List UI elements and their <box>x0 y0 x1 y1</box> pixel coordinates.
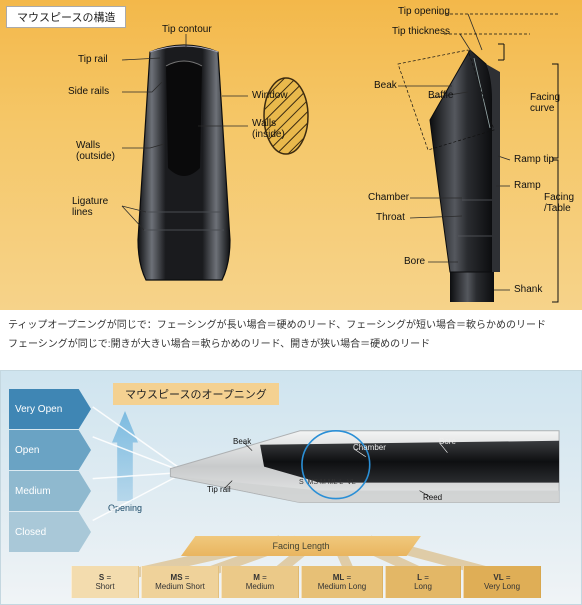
label-window: Window <box>252 90 288 101</box>
p2-label-tip-rail: Tip rail <box>207 485 231 494</box>
facing-box-m: M = Medium <box>221 566 299 598</box>
facing-box-ms: MS = Medium Short <box>141 566 219 598</box>
facing-length-label: Facing Length <box>272 541 329 551</box>
label-side-rails: Side rails <box>68 86 109 97</box>
label-facing-curve: Facing curve <box>530 92 560 114</box>
note-line1: ティップオープニングが同じで：フェーシングが長い場合＝硬めのリード、フェーシング… <box>8 316 574 331</box>
structure-panel: マウスピースの構造 <box>0 0 582 310</box>
label-facing-table: Facing /Table <box>544 192 574 214</box>
p2-label-chamber: Chamber <box>353 443 386 452</box>
facing-box-l: L = Long <box>385 566 461 598</box>
label-shank: Shank <box>514 284 542 295</box>
label-ligature-lines: Ligature lines <box>72 196 108 218</box>
label-throat: Throat <box>376 212 405 223</box>
p2-label-beak: Beak <box>233 437 251 446</box>
label-tip-contour: Tip contour <box>162 24 212 35</box>
notes-block: ティップオープニングが同じで：フェーシングが長い場合＝硬めのリード、フェーシング… <box>0 310 582 364</box>
facing-length-bar: Facing Length <box>181 536 421 556</box>
label-tip-opening: Tip opening <box>398 6 450 17</box>
label-bore: Bore <box>404 256 425 267</box>
label-chamber: Chamber <box>368 192 409 203</box>
label-tip-rail: Tip rail <box>78 54 108 65</box>
label-ramp: Ramp <box>514 180 541 191</box>
scale-ticks: S MS M ML L VL <box>299 479 356 486</box>
p2-label-reed: Reed <box>423 493 442 502</box>
facing-boxes: S = Short MS = Medium Short M = Medium M… <box>71 566 541 598</box>
label-tip-thickness: Tip thickness <box>392 26 450 37</box>
label-walls-inside: Walls (inside) <box>252 118 285 140</box>
label-beak: Beak <box>374 80 397 91</box>
facing-box-vl: VL = Very Long <box>463 566 541 598</box>
label-baffle: Baffle <box>428 90 453 101</box>
opening-panel: マウスピースのオープニング Very Open Open Medium Clos… <box>0 370 582 605</box>
facing-box-ml: ML = Medium Long <box>301 566 383 598</box>
facing-box-s: S = Short <box>71 566 139 598</box>
label-walls-outside: Walls (outside) <box>76 140 115 162</box>
label-ramp-tip: Ramp tip <box>514 154 554 165</box>
p2-label-bore: Bore <box>439 437 456 446</box>
note-line2: フェーシングが同じで:開きが大きい場合＝軟らかめのリード、開きが狭い場合＝硬めの… <box>8 335 574 350</box>
